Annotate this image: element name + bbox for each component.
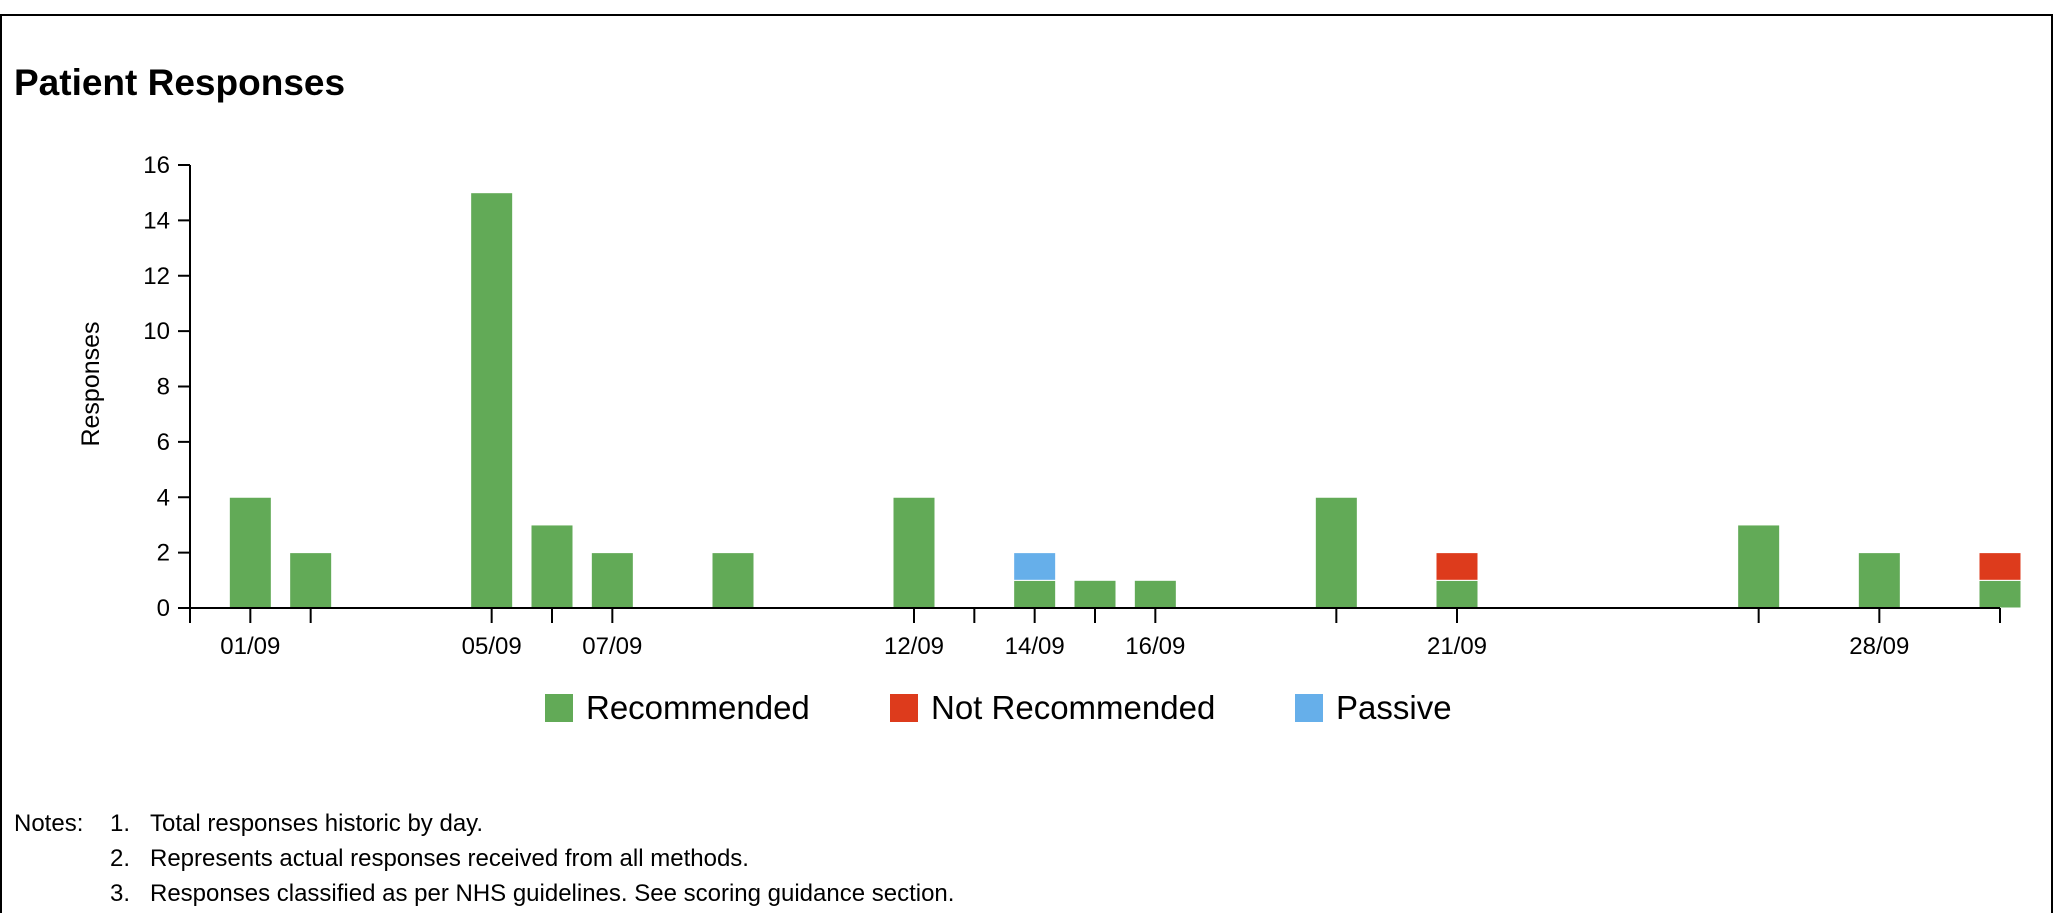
bar-passive [1013, 552, 1057, 581]
chart-panel [0, 14, 2053, 913]
y-tick-label: 16 [143, 152, 170, 179]
bar-recommended [1857, 552, 1901, 609]
x-tick-label: 01/09 [220, 633, 280, 660]
legend-swatch-recommended [545, 694, 573, 722]
note-text: Represents actual responses received fro… [150, 845, 749, 872]
y-tick-label: 12 [143, 263, 170, 290]
bar-recommended [711, 552, 755, 609]
y-tick-label: 6 [157, 429, 170, 456]
note-number: 3. [110, 880, 131, 907]
legend-label-not-recommended: Not Recommended [931, 689, 1215, 726]
notes-label: Notes: [14, 810, 84, 837]
bar-recommended [530, 524, 574, 609]
bar-recommended [1314, 496, 1358, 609]
bar-recommended [1133, 579, 1177, 609]
y-tick-label: 4 [157, 484, 170, 511]
bar-recommended [1435, 579, 1479, 609]
x-tick-label: 14/09 [1005, 633, 1065, 660]
legend-swatch-not-recommended [890, 694, 918, 722]
x-tick-label: 21/09 [1427, 633, 1487, 660]
note-text: Responses classified as per NHS guidelin… [150, 880, 955, 907]
bar-recommended [1737, 524, 1781, 609]
note-item: 2. Represents actual responses received f… [110, 841, 954, 876]
note-number: 1. [110, 810, 131, 837]
y-tick-label: 14 [143, 207, 170, 234]
y-tick-label: 8 [157, 374, 170, 401]
bar-recommended [289, 552, 333, 609]
bar-not-recommended [1435, 552, 1479, 581]
x-tick-label: 28/09 [1849, 633, 1909, 660]
bar-recommended [892, 496, 936, 609]
note-text: Total responses historic by day. [150, 810, 484, 837]
x-tick-label: 12/09 [884, 633, 944, 660]
y-axis-label: Responses [77, 321, 105, 446]
x-tick-label: 16/09 [1125, 633, 1185, 660]
bar-recommended [470, 192, 514, 609]
note-item: 1. Total responses historic by day. [110, 806, 954, 841]
x-tick-label: 07/09 [582, 633, 642, 660]
legend-label-recommended: Recommended [586, 689, 810, 726]
y-tick-label: 0 [157, 595, 170, 622]
legend-swatch-passive [1295, 694, 1323, 722]
legend-label-passive: Passive [1336, 689, 1452, 726]
bar-recommended [1013, 579, 1057, 609]
bar-recommended [1978, 579, 2022, 609]
bar-not-recommended [1978, 552, 2022, 581]
note-item: 3. Responses classified as per NHS guidel… [110, 876, 954, 911]
bar-recommended [590, 552, 634, 609]
y-tick-label: 10 [143, 318, 170, 345]
note-number: 2. [110, 845, 131, 872]
bar-chart: 0 2 4 6 8 10 12 14 16 Responses 01/09 05/09 07/09 12/… [77, 152, 2022, 726]
x-tick-label: 05/09 [462, 633, 522, 660]
chart-title: Patient Responses [14, 62, 346, 103]
notes-list: 1. Total responses historic by day. 2. Rep… [110, 806, 954, 911]
bar-recommended [1073, 579, 1117, 609]
y-tick-label: 2 [157, 540, 170, 567]
bar-recommended [228, 496, 272, 609]
